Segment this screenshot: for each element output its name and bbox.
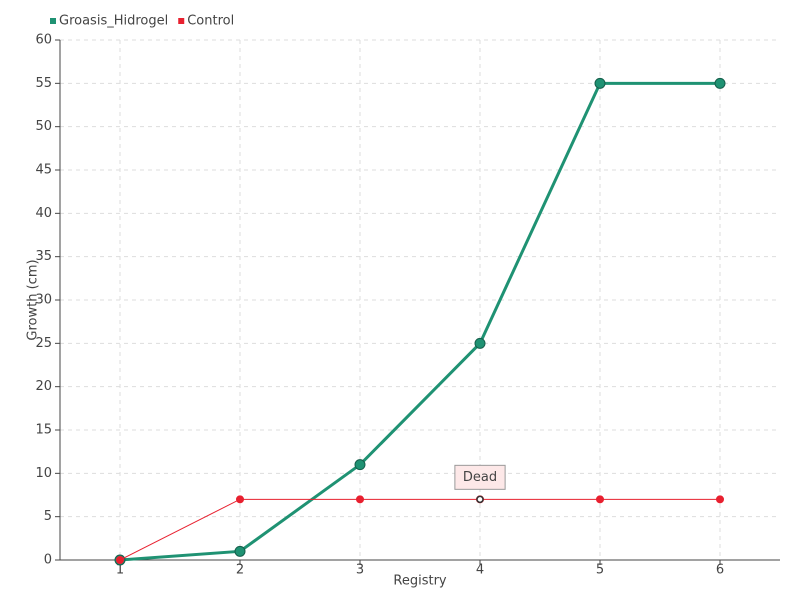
data-point <box>116 556 124 564</box>
x-tick-label: 6 <box>716 563 724 578</box>
legend-label: Control <box>187 14 234 29</box>
x-axis-label: Registry <box>393 574 447 589</box>
y-tick-label: 55 <box>35 76 52 91</box>
y-tick-label: 50 <box>35 119 52 134</box>
y-tick-label: 30 <box>35 293 52 308</box>
data-point <box>354 459 366 471</box>
y-axis-label: Growth (cm) <box>26 259 41 340</box>
annotation-box <box>454 464 506 490</box>
y-tick-label: 15 <box>35 423 52 438</box>
series-line <box>119 81 720 562</box>
y-tick-label: 20 <box>35 379 52 394</box>
y-tick-label: 40 <box>35 206 52 221</box>
x-tick-label: 2 <box>236 563 244 578</box>
data-point <box>714 77 726 89</box>
data-point <box>356 495 364 504</box>
data-point <box>234 545 246 557</box>
data-point <box>594 77 606 89</box>
y-tick-label: 5 <box>44 509 52 524</box>
y-tick-label: 45 <box>35 163 52 178</box>
x-tick-label: 1 <box>116 563 124 578</box>
data-point <box>596 495 604 504</box>
data-point <box>716 495 724 504</box>
legend-swatch <box>50 18 56 24</box>
x-tick-label: 4 <box>476 563 484 578</box>
data-point <box>236 495 244 504</box>
y-tick-label: 0 <box>44 553 52 568</box>
x-tick-label: 3 <box>356 563 364 578</box>
data-point <box>474 337 486 349</box>
y-tick-label: 60 <box>35 33 52 48</box>
legend-swatch <box>178 18 185 24</box>
series-line <box>119 498 720 561</box>
annotation-point <box>476 495 484 504</box>
x-tick-label: 5 <box>596 563 604 578</box>
y-tick-label: 25 <box>35 336 52 351</box>
y-tick-label: 10 <box>35 466 52 481</box>
y-tick-label: 35 <box>35 249 52 264</box>
legend-label: Groasis_Hidrogel <box>59 14 168 29</box>
annotation-label: Dead <box>463 470 497 485</box>
